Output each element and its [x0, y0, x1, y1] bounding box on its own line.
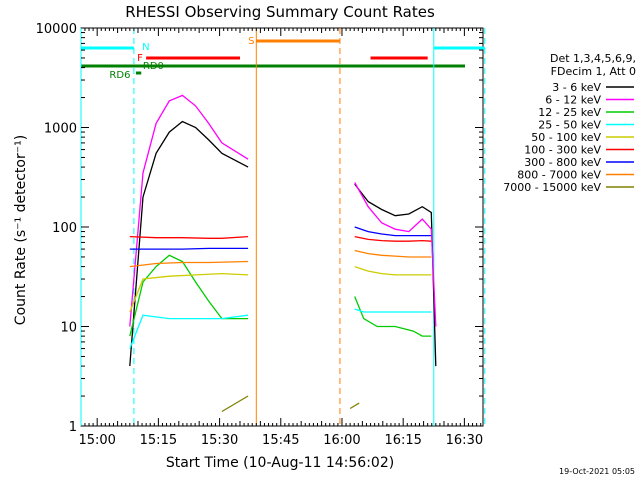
x-tick-label: 16:15: [384, 433, 421, 448]
series-line-2-segment2: [354, 296, 432, 337]
series-3: [129, 308, 432, 349]
series-line-1-segment1: [129, 94, 249, 327]
legend-label: 6 - 12 keV: [545, 94, 601, 107]
series-line-5-segment1: [129, 235, 249, 239]
legend-label: 50 - 100 keV: [531, 131, 601, 144]
legend-label: 100 - 300 keV: [524, 144, 601, 157]
y-tick-label: 1000: [44, 122, 77, 137]
series-line-1-segment2: [354, 182, 437, 327]
chart-title: RHESSI Observing Summary Count Rates: [125, 3, 435, 21]
legend-label: 800 - 7000 keV: [517, 169, 601, 182]
y-tick-label: 10: [60, 321, 77, 336]
y-tick-label: 10000: [36, 22, 77, 37]
footer-date: 19-Oct-2021 05:05: [559, 467, 635, 476]
series-2: [129, 254, 432, 337]
series-line-5-segment2: [354, 235, 432, 242]
legend-label: 300 - 800 keV: [524, 156, 601, 169]
x-tick-label: 15:30: [201, 433, 238, 448]
x-tick-label: 16:30: [446, 433, 483, 448]
axis-ticks: 1 10 100 1000 10000 15:00 15:15 15:30 15:45 16:00…: [36, 22, 483, 448]
state-label-rd0: RD0: [143, 61, 164, 72]
legend-label: 12 - 25 keV: [538, 106, 601, 119]
series-line-8-segment1: [221, 395, 249, 413]
series-line-3-segment2: [354, 308, 432, 313]
legend-header-line: FDecim 1, Att 0: [551, 65, 636, 78]
x-tick-label: 16:00: [323, 433, 360, 448]
y-axis-label: Count Rate (s⁻¹ detector⁻¹): [13, 135, 29, 325]
series-0: [129, 120, 437, 367]
series-line-0-segment2: [354, 183, 437, 367]
series-line-0-segment1: [129, 120, 249, 367]
series-4: [129, 265, 432, 313]
series-line-2-segment1: [129, 254, 249, 337]
legend-header-line: Det 1,3,4,5,6,9,: [550, 52, 636, 65]
plot-area: N S F RD6 RD0 1 10 100 1000 10000 15:00 15:15 15:30…: [36, 22, 486, 448]
series-line-8-segment2: [349, 402, 360, 410]
series-line-6-segment1: [129, 247, 249, 250]
x-axis-label: Start Time (10-Aug-11 14:56:02): [166, 455, 394, 471]
series-1: [129, 94, 437, 327]
series-line-3-segment1: [129, 314, 249, 349]
legend-label: 7000 - 15000 keV: [503, 181, 601, 194]
series-line-4-segment1: [129, 272, 249, 313]
series-layer: [129, 94, 437, 413]
legend-label: 25 - 50 keV: [538, 119, 601, 132]
series-6: [129, 226, 432, 250]
state-label-f: F: [137, 53, 143, 64]
series-5: [129, 235, 432, 242]
series-line-7-segment1: [129, 260, 249, 268]
x-tick-label: 15:00: [78, 433, 115, 448]
series-7: [129, 249, 432, 268]
x-tick-label: 15:15: [140, 433, 177, 448]
state-label-rd6: RD6: [109, 70, 130, 81]
legend: Det 1,3,4,5,6,9,FDecim 1, Att 0 3 - 6 keV…: [503, 52, 636, 194]
series-line-7-segment2: [354, 249, 432, 258]
x-tick-label: 15:45: [262, 433, 299, 448]
state-label-s: S: [248, 36, 254, 47]
series-8: [221, 395, 360, 413]
series-line-6-segment2: [354, 226, 432, 237]
y-tick-label: 1: [69, 420, 77, 435]
y-tick-label: 100: [52, 221, 77, 236]
state-label-n: N: [142, 42, 149, 53]
legend-label: 3 - 6 keV: [552, 81, 601, 94]
series-line-4-segment2: [354, 265, 432, 276]
state-bars: N S F RD6 RD0: [80, 28, 486, 426]
